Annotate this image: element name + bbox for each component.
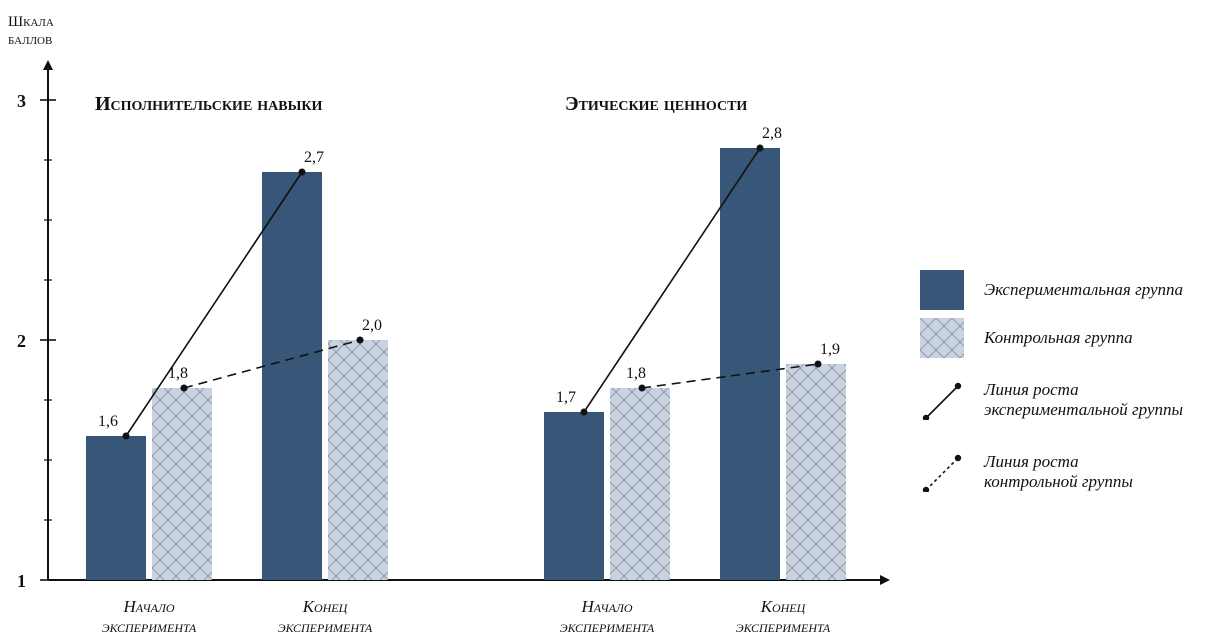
y-axis-label: Шкала баллов <box>8 14 54 48</box>
legend-item-experimental: Экспериментальная группа <box>920 270 1183 310</box>
legend-label-exp-line: Линия роста экспериментальной группы <box>984 380 1183 420</box>
legend-ctrl-line-2: контрольной группы <box>984 472 1133 491</box>
point-experimental <box>298 168 306 176</box>
y-axis-arrow <box>43 60 53 70</box>
legend-item-ctrl-line: Линия роста контрольной группы <box>920 452 1133 492</box>
bar-control <box>328 340 388 580</box>
growth-line-experimental <box>583 147 761 413</box>
bar-experimental <box>262 172 322 580</box>
legend-label-experimental: Экспериментальная группа <box>984 280 1184 299</box>
data-label-experimental: 2,8 <box>762 125 782 142</box>
growth-lines <box>122 144 822 440</box>
legend-line-experimental-icon <box>922 382 962 420</box>
data-label-control: 1,8 <box>626 365 646 382</box>
labels: 1 2 3 Шкала баллов Исполнительские навыки Нача… <box>8 14 840 636</box>
bars <box>86 148 846 580</box>
data-label-control: 1,8 <box>168 365 188 382</box>
data-label-experimental: 2,7 <box>304 149 324 166</box>
x-category-label-line1: Конец <box>302 597 349 616</box>
data-label-experimental: 1,6 <box>98 413 118 430</box>
data-label-control: 2,0 <box>362 317 382 334</box>
legend-swatch-control <box>920 318 964 358</box>
bar-experimental <box>720 148 780 580</box>
legend-exp-line-1: Линия роста <box>984 380 1079 399</box>
legend-ctrl-line-1: Линия роста <box>984 452 1079 471</box>
bar-experimental <box>86 436 146 580</box>
legend-line-control-icon <box>922 454 962 492</box>
group-title: Этические ценности <box>565 93 747 115</box>
data-label-experimental: 1,7 <box>556 389 576 406</box>
point-control <box>638 384 646 392</box>
legend-swatch-experimental <box>920 270 964 310</box>
bar-experimental <box>544 412 604 580</box>
legend-label-ctrl-line: Линия роста контрольной группы <box>984 452 1133 492</box>
point-control <box>356 336 364 344</box>
growth-line-experimental <box>125 171 303 437</box>
x-category-label-line1: Конец <box>760 597 807 616</box>
point-experimental <box>756 144 764 152</box>
x-category-label-line1: Начало <box>122 597 174 616</box>
group-title: Исполнительские навыки <box>95 93 323 115</box>
bar-control <box>152 388 212 580</box>
legend-exp-line-2: экспериментальной группы <box>984 400 1184 419</box>
point-control <box>180 384 188 392</box>
x-axis-arrow <box>880 575 890 585</box>
growth-line-control <box>183 339 361 389</box>
point-control <box>814 360 822 368</box>
data-label-control: 1,9 <box>820 341 840 358</box>
legend-item-exp-line: Линия роста экспериментальной группы <box>920 380 1183 420</box>
point-experimental <box>580 408 588 416</box>
legend-label-control: Контрольная группа <box>984 328 1133 347</box>
chart-canvas: 1 2 3 Шкала баллов Исполнительские навыки Нача… <box>8 14 890 636</box>
y-tick-label: 2 <box>17 331 26 351</box>
y-tick-label: 3 <box>17 91 26 111</box>
point-experimental <box>122 432 130 440</box>
bar-control <box>610 388 670 580</box>
y-tick-label: 1 <box>17 571 26 591</box>
x-category-label-line1: Начало <box>580 597 632 616</box>
x-category-label-line2: эксперимента <box>102 617 197 636</box>
legend-item-control: Контрольная группа <box>920 318 1133 358</box>
bar-control <box>786 364 846 580</box>
x-category-label-line2: эксперимента <box>560 617 655 636</box>
x-category-label-line2: эксперимента <box>278 617 373 636</box>
x-category-label-line2: эксперимента <box>736 617 831 636</box>
